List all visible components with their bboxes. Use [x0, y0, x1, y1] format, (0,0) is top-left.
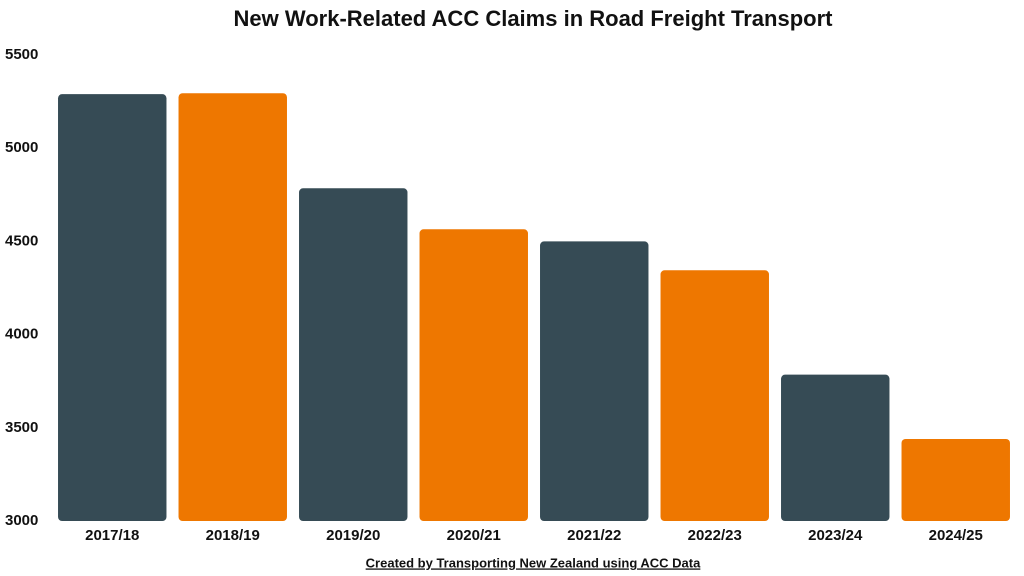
- x-tick-label: 2021/22: [567, 527, 621, 544]
- bar: [178, 93, 287, 521]
- bar: [419, 229, 528, 521]
- source-note: Created by Transporting New Zealand usin…: [366, 555, 701, 570]
- y-tick-label: 5000: [5, 139, 38, 156]
- bar: [58, 94, 167, 522]
- x-tick-label: 2022/23: [688, 527, 742, 544]
- y-tick-label: 3000: [5, 512, 38, 529]
- y-tick-label: 4000: [5, 326, 38, 343]
- x-tick-label: 2019/20: [326, 527, 380, 544]
- y-tick-label: 5500: [5, 46, 38, 63]
- x-tick-label: 2023/24: [808, 527, 863, 544]
- x-tick-label: 2020/21: [447, 527, 501, 544]
- bar: [540, 241, 649, 521]
- x-tick-label: 2024/25: [929, 527, 983, 544]
- x-tick-label: 2017/18: [85, 527, 139, 544]
- bar: [299, 188, 408, 521]
- bar: [901, 438, 1010, 521]
- y-tick-label: 4500: [5, 232, 38, 249]
- x-tick-label: 2018/19: [206, 527, 260, 544]
- bar: [660, 270, 769, 521]
- chart-title: New Work-Related ACC Claims in Road Frei…: [234, 6, 834, 31]
- bar: [781, 374, 890, 521]
- y-tick-label: 3500: [5, 419, 38, 436]
